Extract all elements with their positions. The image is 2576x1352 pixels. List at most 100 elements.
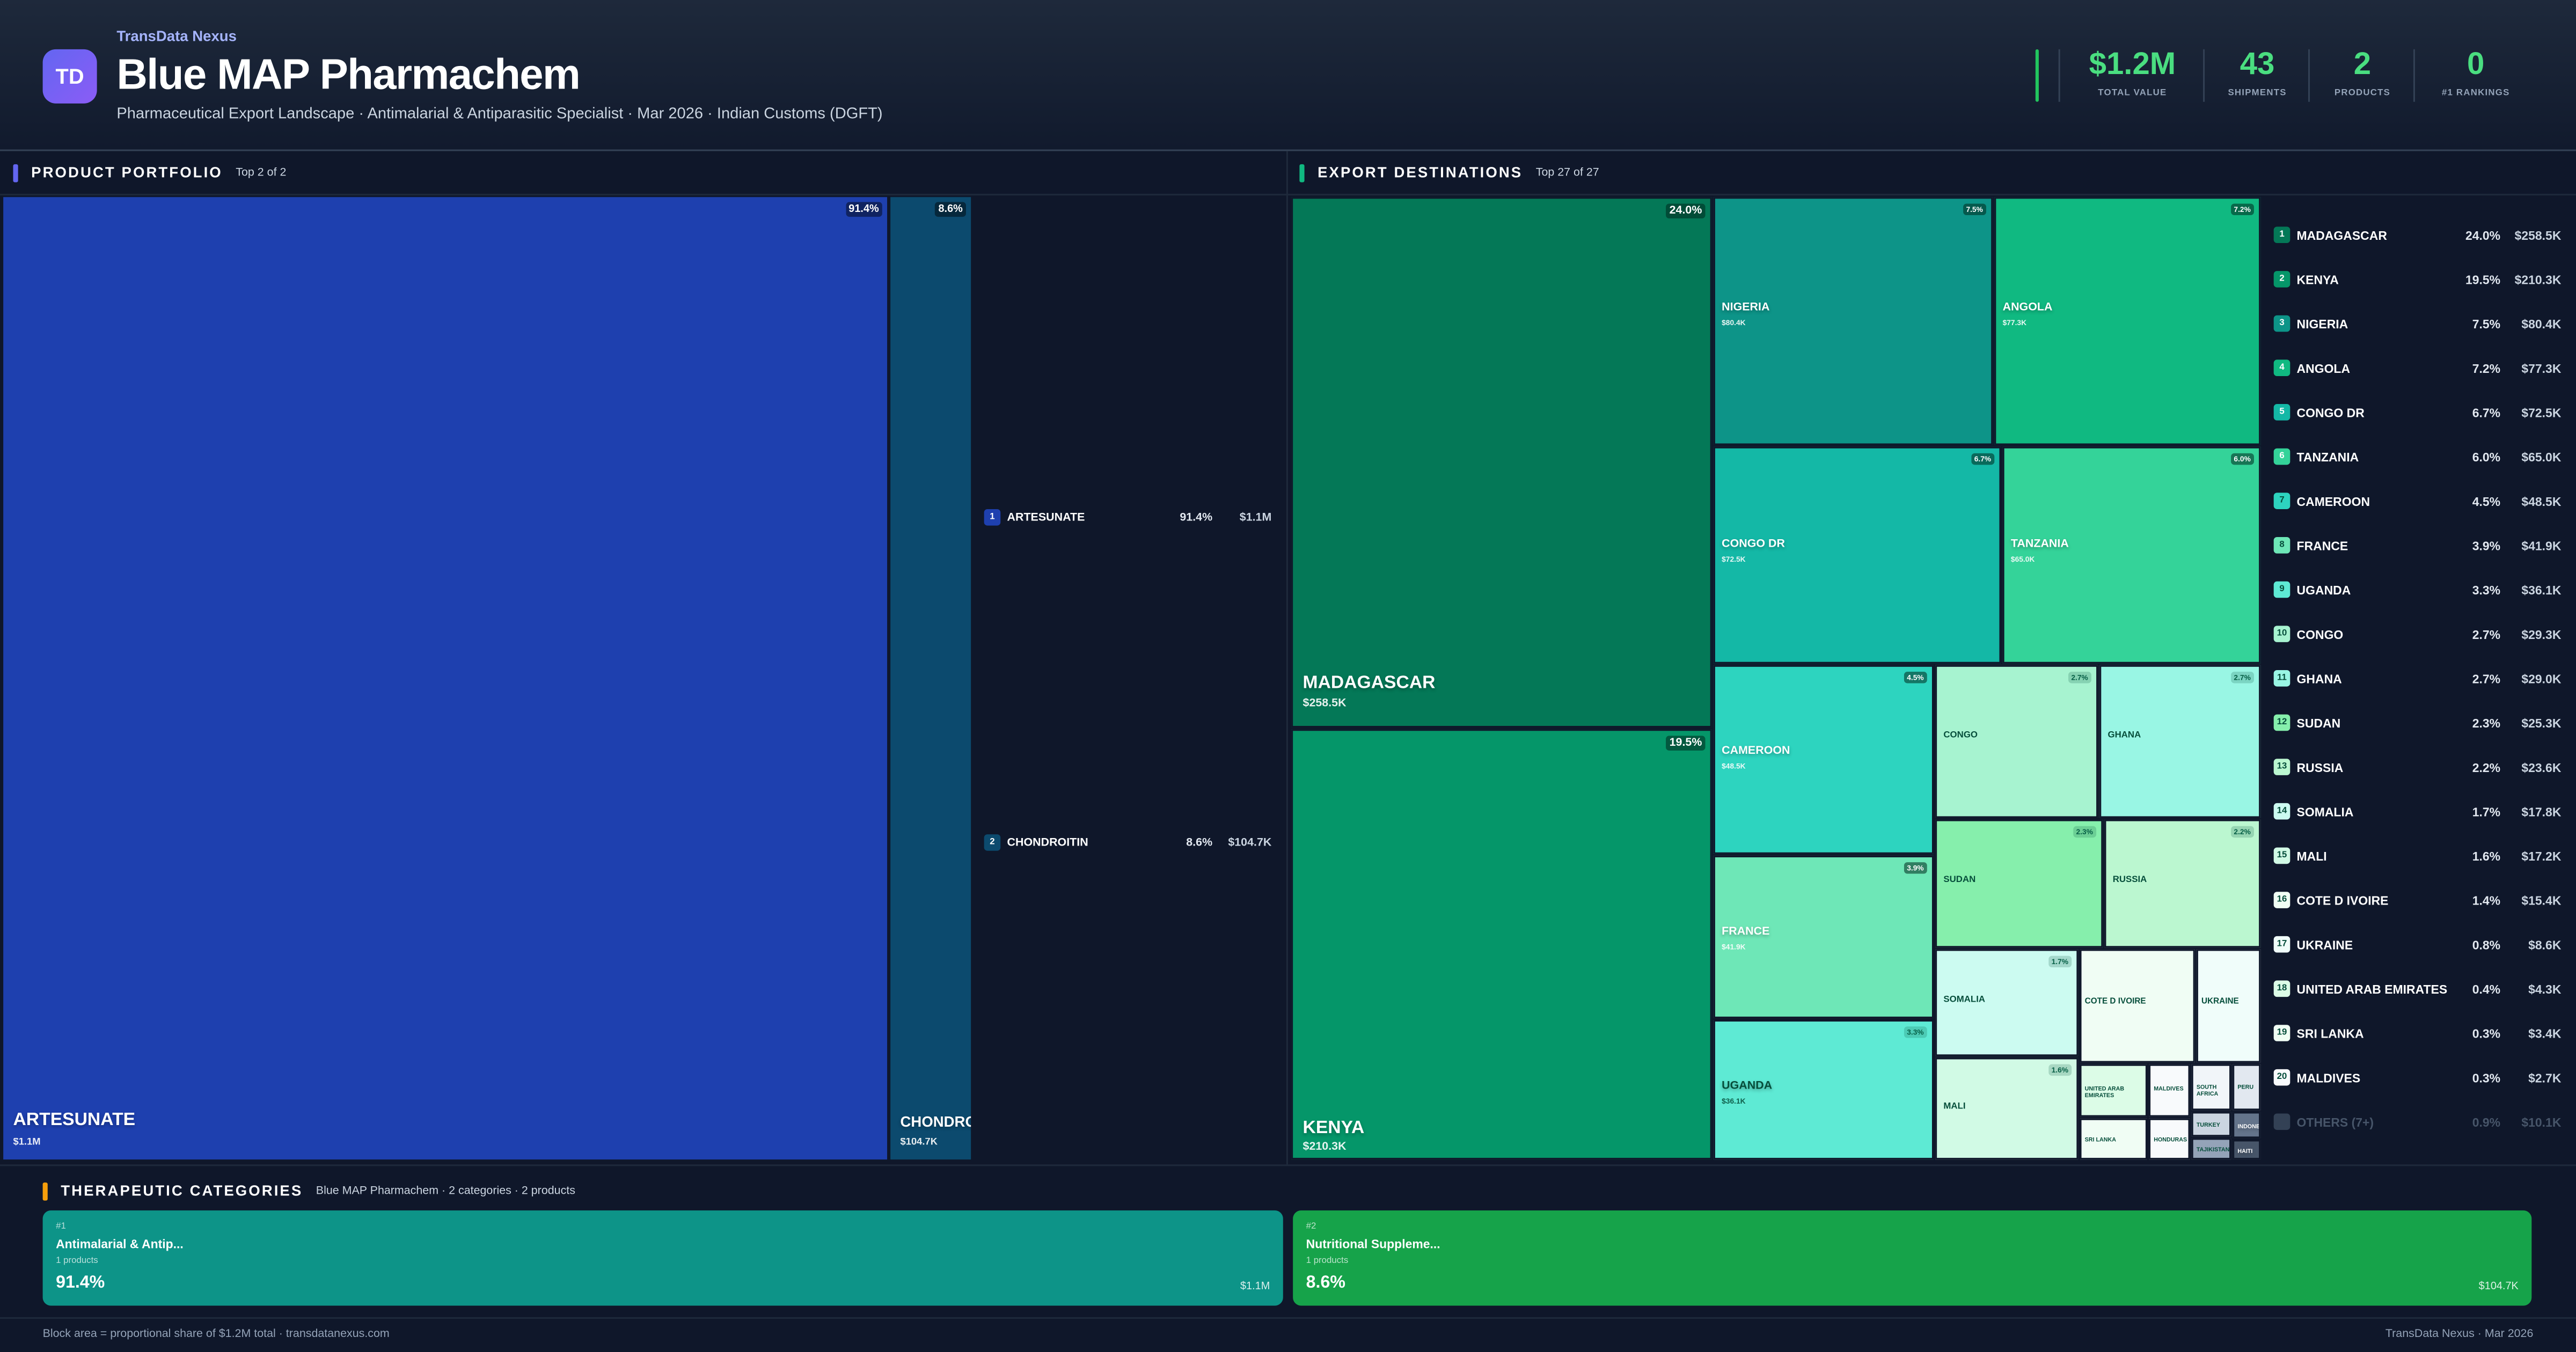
tile-value: $36.1K <box>1722 1097 1746 1106</box>
export-tile-tanzania[interactable]: 6.0% TANZANIA $65.0K <box>2002 446 2261 664</box>
export-tile-ghana[interactable]: 2.7% GHANA <box>2099 665 2261 818</box>
export-tile-madagascar[interactable]: 24.0% MADAGASCAR $258.5K <box>1291 197 1712 728</box>
export-tile-angola[interactable]: 7.2% ANGOLA $77.3K <box>1994 197 2261 445</box>
ranking-row[interactable]: 8 FRANCE 3.9% $41.9K <box>2273 535 2563 555</box>
export-tile-sri-lanka[interactable]: SRI LANKA <box>2080 1118 2147 1160</box>
export-tile-indonesia[interactable]: INDONESIA <box>2233 1112 2261 1138</box>
country-value: $8.6K <box>2528 937 2562 952</box>
brand-name: TransData Nexus <box>116 28 237 45</box>
ranking-row[interactable]: 7 CAMEROON 4.5% $48.5K <box>2273 491 2563 511</box>
section-title: EXPORT DESTINATIONS <box>1318 164 1523 181</box>
ranking-row[interactable]: 12 SUDAN 2.3% $25.3K <box>2273 713 2563 733</box>
product-pct: 8.6% <box>1186 836 1213 849</box>
tile-value: $104.7K <box>900 1138 938 1148</box>
export-tile-maldives[interactable]: MALDIVES <box>2149 1064 2190 1117</box>
ranking-row[interactable]: 16 COTE D IVOIRE 1.4% $15.4K <box>2273 890 2563 910</box>
ranking-row[interactable]: 20 MALDIVES 0.3% $2.7K <box>2273 1068 2563 1088</box>
export-tile-france[interactable]: 3.9% FRANCE $41.9K <box>1713 855 1934 1018</box>
ranking-row[interactable]: 18 UNITED ARAB EMIRATES 0.4% $4.3K <box>2273 979 2563 998</box>
ranking-row[interactable]: 1 MADAGASCAR 24.0% $258.5K <box>2273 225 2563 245</box>
export-tile-nigeria[interactable]: 7.5% NIGERIA $80.4K <box>1713 197 1993 445</box>
export-tile-uganda[interactable]: 3.3% UGANDA $36.1K <box>1713 1020 1934 1160</box>
stat-label: SHIPMENTS <box>2228 89 2287 99</box>
export-tile-haiti[interactable]: HAITI <box>2233 1140 2261 1160</box>
rank-badge: 1 <box>2273 226 2290 244</box>
country-pct: 3.9% <box>2472 538 2501 553</box>
category-card[interactable]: #2 Nutritional Suppleme... 1 products 8.… <box>1293 1210 2532 1306</box>
divider <box>0 1164 2576 1166</box>
export-tile-ukraine[interactable]: UKRAINE <box>2196 949 2261 1063</box>
ranking-row[interactable]: 14 SOMALIA 1.7% $17.8K <box>2273 802 2563 821</box>
export-tile-turkey[interactable]: TURKEY <box>2191 1112 2231 1137</box>
export-tile-mali[interactable]: 1.6% MALI <box>1935 1057 2079 1160</box>
tile-value: $72.5K <box>1722 555 1746 563</box>
product-tile-artesunate[interactable]: 91.4% ARTESUNATE $1.1M <box>3 197 888 1160</box>
ranking-row[interactable]: 9 UGANDA 3.3% $36.1K <box>2273 580 2563 600</box>
export-tile-kenya[interactable]: 19.5% KENYA $210.3K <box>1291 729 1712 1160</box>
export-tile-cote-d-ivoire[interactable]: COTE D IVOIRE <box>2080 949 2195 1063</box>
tile-name: NIGERIA <box>1722 302 1770 314</box>
tile-name: INDONESIA <box>2237 1123 2260 1130</box>
export-tile-cameroon[interactable]: 4.5% CAMEROON $48.5K <box>1713 665 1934 854</box>
export-tile-united-arab-emirates[interactable]: UNITED ARAB EMIRATES <box>2080 1064 2147 1117</box>
rank-badge: 17 <box>2273 936 2290 953</box>
export-tile-russia[interactable]: 2.2% RUSSIA <box>2104 819 2261 948</box>
ranking-row[interactable]: 15 MALI 1.6% $17.2K <box>2273 846 2563 866</box>
category-card[interactable]: #1 Antimalarial & Antip... 1 products 91… <box>42 1210 1283 1306</box>
ranking-row[interactable]: 4 ANGOLA 7.2% $77.3K <box>2273 358 2563 378</box>
rank-badge: 19 <box>2273 1025 2290 1041</box>
portfolio-section-header: PRODUCT PORTFOLIO Top 2 of 2 <box>13 163 286 182</box>
export-tile-peru[interactable]: PERU <box>2233 1064 2261 1111</box>
country-value: $4.3K <box>2528 981 2562 996</box>
export-tile-somalia[interactable]: 1.7% SOMALIA <box>1935 949 2079 1056</box>
country-pct: 0.4% <box>2472 981 2501 996</box>
tile-value: $48.5K <box>1722 762 1746 770</box>
tile-name: TANZANIA <box>2010 539 2069 550</box>
country-value: $41.9K <box>2521 538 2562 553</box>
ranking-row-others[interactable]: OTHERS (7+) 0.9% $10.1K <box>2273 1112 2563 1131</box>
country-pct: 1.4% <box>2472 892 2501 908</box>
share-badge: 8.6% <box>935 202 966 217</box>
country-value: $77.3K <box>2521 360 2562 376</box>
product-list-item[interactable]: 1 ARTESUNATE 91.4% $1.1M <box>984 508 1274 527</box>
share-badge: 2.7% <box>2068 672 2091 684</box>
section-accent-bar <box>42 1181 48 1200</box>
divider <box>0 1317 2576 1319</box>
stat-value: $1.2M <box>2089 47 2176 83</box>
ranking-row[interactable]: 10 CONGO 2.7% $29.3K <box>2273 624 2563 644</box>
tile-name: MALDIVES <box>2154 1085 2184 1092</box>
rank-badge: 15 <box>2273 847 2290 864</box>
ranking-row[interactable]: 13 RUSSIA 2.2% $23.6K <box>2273 757 2563 777</box>
ranking-row[interactable]: 5 CONGO DR 6.7% $72.5K <box>2273 402 2563 422</box>
ranking-row[interactable]: 6 TANZANIA 6.0% $65.0K <box>2273 447 2563 467</box>
ranking-row[interactable]: 2 KENYA 19.5% $210.3K <box>2273 269 2563 289</box>
export-tile-south-africa[interactable]: SOUTH AFRICA <box>2191 1064 2231 1111</box>
country-name: UGANDA <box>2296 582 2351 597</box>
rank-badge: 20 <box>2273 1069 2290 1086</box>
export-tile-sudan[interactable]: 2.3% SUDAN <box>1935 819 2103 948</box>
product-list-item[interactable]: 2 CHONDROITIN 8.6% $104.7K <box>984 833 1274 853</box>
stat-label: TOTAL VALUE <box>2098 89 2167 99</box>
export-tile-honduras[interactable]: HONDURAS <box>2149 1118 2190 1160</box>
export-tile-congo[interactable]: 2.7% CONGO <box>1935 665 2098 818</box>
tile-name: ANGOLA <box>2002 302 2053 314</box>
export-tile-congo-dr[interactable]: 6.7% CONGO DR $72.5K <box>1713 446 2001 664</box>
country-value: $72.5K <box>2521 405 2562 420</box>
export-tile-tajikistan[interactable]: TAJIKISTAN <box>2191 1138 2231 1160</box>
ranking-row[interactable]: 3 NIGERIA 7.5% $80.4K <box>2273 314 2563 334</box>
product-tile-chondroitin[interactable]: 8.6% CHONDROITIN $104.7K <box>890 197 971 1160</box>
tile-name: CONGO <box>1943 731 1978 741</box>
country-pct: 1.6% <box>2472 848 2501 863</box>
rank-badge: 9 <box>2273 581 2290 598</box>
others-value: $10.1K <box>2521 1114 2562 1129</box>
ranking-row[interactable]: 17 UKRAINE 0.8% $8.6K <box>2273 935 2563 954</box>
country-value: $3.4K <box>2528 1025 2562 1041</box>
section-title: THERAPEUTIC CATEGORIES <box>61 1182 303 1199</box>
ranking-row[interactable]: 11 GHANA 2.7% $29.0K <box>2273 668 2563 688</box>
panel-divider <box>1286 151 1288 1165</box>
footer-credit: TransData Nexus · Mar 2026 <box>2385 1328 2534 1340</box>
stat-label: PRODUCTS <box>2334 89 2391 99</box>
category-name: Antimalarial & Antip... <box>56 1237 184 1252</box>
country-name: UKRAINE <box>2296 937 2353 952</box>
ranking-row[interactable]: 19 SRI LANKA 0.3% $3.4K <box>2273 1023 2563 1043</box>
